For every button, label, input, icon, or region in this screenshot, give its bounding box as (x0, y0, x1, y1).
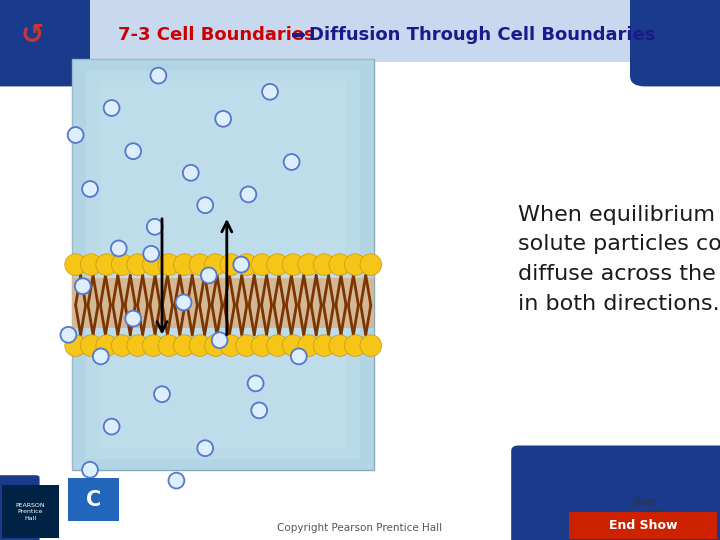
Ellipse shape (201, 267, 217, 284)
Ellipse shape (125, 310, 141, 327)
Ellipse shape (154, 386, 170, 402)
FancyBboxPatch shape (0, 0, 90, 86)
Ellipse shape (112, 254, 133, 275)
Ellipse shape (248, 375, 264, 391)
Ellipse shape (174, 254, 195, 275)
Ellipse shape (298, 335, 320, 356)
Ellipse shape (251, 402, 267, 418)
Ellipse shape (251, 335, 273, 356)
Text: Diffusion Through Cell Boundaries: Diffusion Through Cell Boundaries (309, 26, 656, 44)
Ellipse shape (68, 127, 84, 143)
Ellipse shape (96, 335, 117, 356)
Ellipse shape (282, 254, 304, 275)
Ellipse shape (60, 327, 76, 343)
FancyBboxPatch shape (72, 59, 374, 470)
Ellipse shape (104, 100, 120, 116)
Ellipse shape (93, 348, 109, 364)
Ellipse shape (65, 254, 86, 275)
FancyBboxPatch shape (0, 475, 40, 540)
Ellipse shape (235, 335, 257, 356)
Text: 7-3 Cell Boundaries: 7-3 Cell Boundaries (117, 26, 315, 44)
Ellipse shape (313, 335, 335, 356)
FancyBboxPatch shape (72, 278, 374, 328)
Ellipse shape (183, 165, 199, 181)
Text: C: C (86, 489, 102, 510)
FancyBboxPatch shape (0, 0, 720, 62)
Ellipse shape (204, 254, 226, 275)
Ellipse shape (147, 219, 163, 235)
Ellipse shape (104, 418, 120, 435)
Ellipse shape (233, 256, 249, 273)
Ellipse shape (143, 246, 159, 262)
Ellipse shape (65, 335, 86, 356)
Text: ➡: ➡ (291, 26, 307, 44)
Ellipse shape (82, 462, 98, 478)
Ellipse shape (143, 254, 164, 275)
Ellipse shape (168, 472, 184, 489)
Text: PEARSON
Prentice
Hall: PEARSON Prentice Hall (16, 503, 45, 521)
Ellipse shape (267, 254, 289, 275)
FancyBboxPatch shape (569, 512, 717, 539)
Text: ↺: ↺ (21, 21, 44, 49)
Text: When equilibrium is reached,
solute particles continue to
diffuse across the mem: When equilibrium is reached, solute part… (518, 205, 720, 314)
Ellipse shape (298, 254, 320, 275)
FancyBboxPatch shape (72, 59, 374, 470)
Ellipse shape (143, 335, 164, 356)
Ellipse shape (240, 186, 256, 202)
Ellipse shape (127, 254, 148, 275)
Ellipse shape (329, 335, 351, 356)
Ellipse shape (150, 68, 166, 84)
Ellipse shape (291, 348, 307, 364)
Ellipse shape (197, 197, 213, 213)
Ellipse shape (82, 181, 98, 197)
FancyBboxPatch shape (86, 70, 360, 459)
Ellipse shape (176, 294, 192, 310)
Ellipse shape (197, 440, 213, 456)
Ellipse shape (313, 254, 335, 275)
Ellipse shape (267, 335, 289, 356)
Ellipse shape (158, 254, 179, 275)
Ellipse shape (112, 335, 133, 356)
Ellipse shape (212, 332, 228, 348)
Ellipse shape (75, 278, 91, 294)
Ellipse shape (329, 254, 351, 275)
FancyBboxPatch shape (68, 478, 119, 521)
Text: End Show: End Show (608, 519, 678, 532)
Ellipse shape (174, 335, 195, 356)
Text: Slide
6 of 47: Slide 6 of 47 (626, 497, 662, 520)
Ellipse shape (344, 254, 366, 275)
Ellipse shape (282, 335, 304, 356)
FancyBboxPatch shape (630, 0, 720, 86)
FancyBboxPatch shape (101, 81, 346, 448)
FancyBboxPatch shape (511, 446, 720, 540)
FancyBboxPatch shape (2, 485, 59, 538)
Ellipse shape (158, 335, 179, 356)
Ellipse shape (111, 240, 127, 256)
Text: Copyright Pearson Prentice Hall: Copyright Pearson Prentice Hall (277, 523, 443, 533)
Ellipse shape (127, 335, 148, 356)
Ellipse shape (204, 335, 226, 356)
Ellipse shape (284, 154, 300, 170)
Ellipse shape (344, 335, 366, 356)
Ellipse shape (220, 335, 242, 356)
Ellipse shape (215, 111, 231, 127)
Ellipse shape (360, 254, 382, 275)
Ellipse shape (220, 254, 242, 275)
Ellipse shape (235, 254, 257, 275)
Ellipse shape (125, 143, 141, 159)
Ellipse shape (262, 84, 278, 100)
Ellipse shape (96, 254, 117, 275)
Ellipse shape (189, 254, 211, 275)
Ellipse shape (81, 254, 102, 275)
Ellipse shape (189, 335, 211, 356)
Ellipse shape (251, 254, 273, 275)
Ellipse shape (81, 335, 102, 356)
Ellipse shape (360, 335, 382, 356)
